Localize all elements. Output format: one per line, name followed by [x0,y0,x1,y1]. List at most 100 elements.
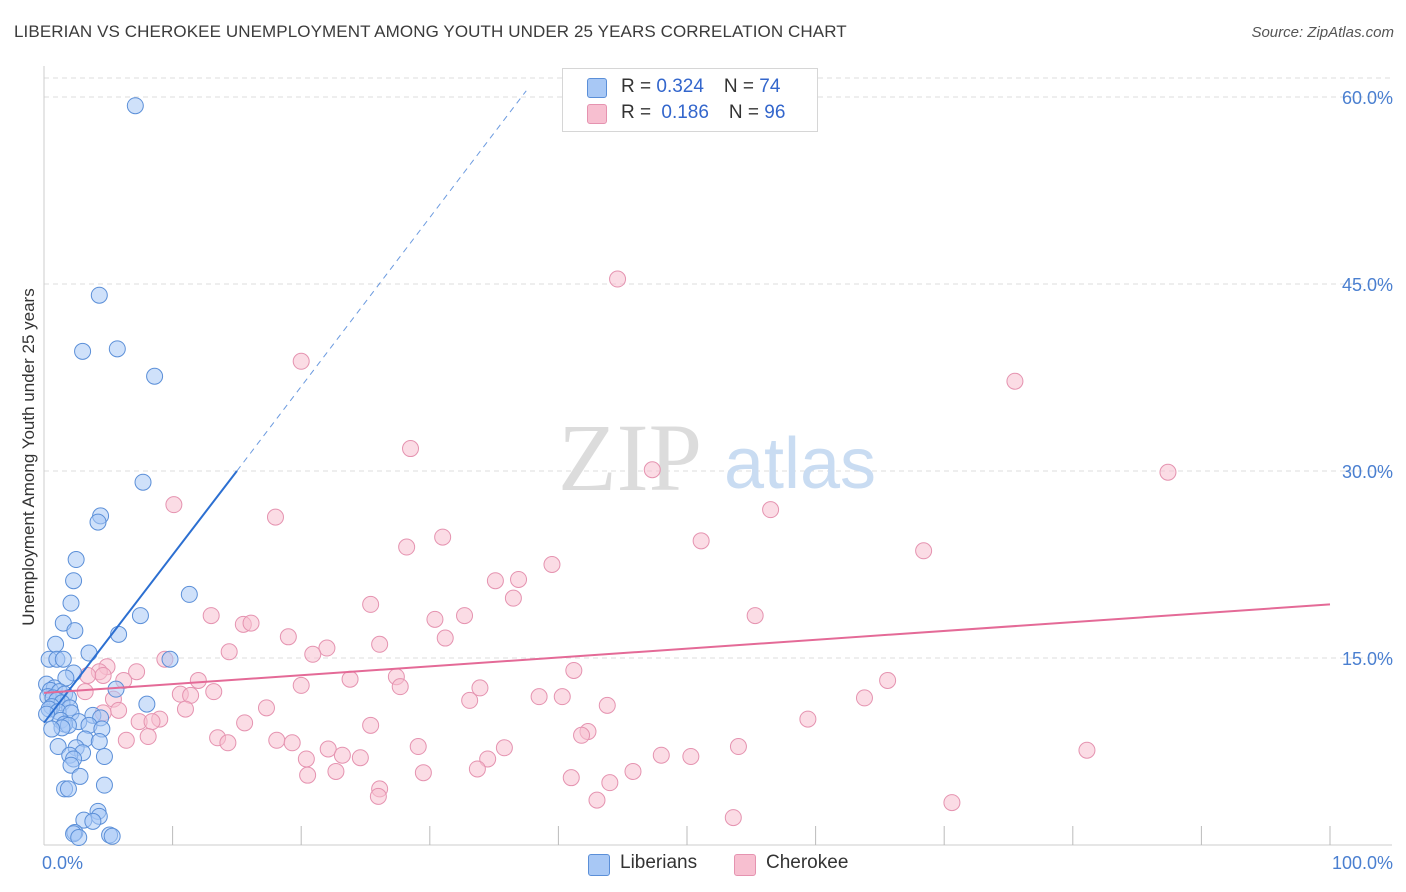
cherokee-point [79,666,97,684]
watermark-atlas: atlas [724,424,876,504]
cherokee-point [456,607,474,625]
watermark-zip: ZIP [558,404,702,511]
liberian-point [59,780,77,798]
cherokee-point [110,701,128,719]
liberian-point [84,812,102,830]
cherokee-point [327,762,345,780]
cherokee-point [746,607,764,625]
liberian-point [108,340,126,358]
cherokee-point [205,683,223,701]
cherokee-point [553,688,571,706]
n-value: 96 [764,102,786,123]
cherokee-point [351,749,369,767]
cherokee-point [402,440,420,458]
cherokee-point [143,713,161,731]
y-tick-label: 60.0% [1342,88,1393,108]
cherokee-point [461,691,479,709]
liberian-point [103,827,121,845]
cherokee-point [436,629,454,647]
cherokee-point [799,710,817,728]
cherokee-point [643,461,661,479]
cherokee-point [371,635,389,653]
legend-text: R = 0.186 N = 96 [621,102,785,124]
liberian-point [70,829,88,847]
cherokee-point [176,700,194,718]
cherokee-point [299,766,317,784]
cherokee-point [573,726,591,744]
cherokee-point [879,671,897,689]
cherokee-point [601,774,619,792]
liberian-point [43,720,61,738]
liberian-point [65,572,83,590]
r-value: 0.324 [656,76,704,97]
cherokee-point [292,352,310,370]
chart-title: LIBERIAN VS CHEROKEE UNEMPLOYMENT AMONG … [14,22,847,41]
liberian-points [38,97,198,847]
cherokee-point [297,750,315,768]
cherokee-point [236,714,254,732]
trend-lines [43,90,1331,724]
cherokee-point [479,750,497,768]
cherokee-point [504,589,522,607]
n-value: 74 [759,76,781,97]
liberian-point [47,635,65,653]
cherokee-point [729,738,747,756]
liberian-point [62,594,80,612]
cherokee-point [362,595,380,613]
cherokee-point [434,528,452,546]
liberian-point [95,747,113,765]
cherokee-point [268,731,286,749]
cherokee-point [202,607,220,625]
liberian-swatch [587,78,607,98]
r-label: R = [621,102,657,123]
liberian-trend-extension [236,90,527,472]
cherokee-point [609,270,627,288]
n-label: N = [728,102,765,123]
liberian-swatch [588,854,610,876]
cherokee-point [855,689,873,707]
liberian-point [134,473,152,491]
cherokee-point [319,740,337,758]
cherokee-point [943,794,961,812]
watermark: ZIP atlas [558,404,876,511]
cherokee-point [724,809,742,827]
cherokee-point [333,746,351,764]
liberians-label: Liberians [620,852,698,873]
cherokee-point [624,762,642,780]
cherokee-point [398,538,416,556]
cherokee-swatch [587,104,607,124]
liberian-point [161,650,179,668]
x-tick-label: 100.0% [1332,853,1393,873]
cherokee-point [588,791,606,809]
cherokee-point [304,645,322,663]
cherokee-point [510,570,528,588]
liberian-point [89,513,107,531]
cherokee-point [117,731,135,749]
cherokee-point [362,716,380,734]
cherokee-point [495,739,513,757]
liberian-point [62,756,80,774]
cherokee-point [391,678,409,696]
n-label: N = [723,76,760,97]
cherokee-point [341,670,359,688]
cherokee-point [682,747,700,765]
y-tick-label: 30.0% [1342,462,1393,482]
cherokee-point [530,688,548,706]
cherokee-swatch [734,854,756,876]
r-label: R = [621,76,657,97]
cherokee-point [219,734,237,752]
cherokee-point [257,699,275,717]
legend-text: R = 0.324 N = 74 [621,76,780,98]
cherokee-point [128,663,146,681]
cherokee-point [242,614,260,632]
liberian-point [90,286,108,304]
cherokee-point [1078,741,1096,759]
cherokee-point [598,696,616,714]
cherokee-point [139,728,157,746]
cherokee-point [283,734,301,752]
cherokee-point [189,671,207,689]
liberian-point [67,551,85,569]
liberian-point [90,733,108,751]
x-tick-label: 0.0% [42,853,83,873]
